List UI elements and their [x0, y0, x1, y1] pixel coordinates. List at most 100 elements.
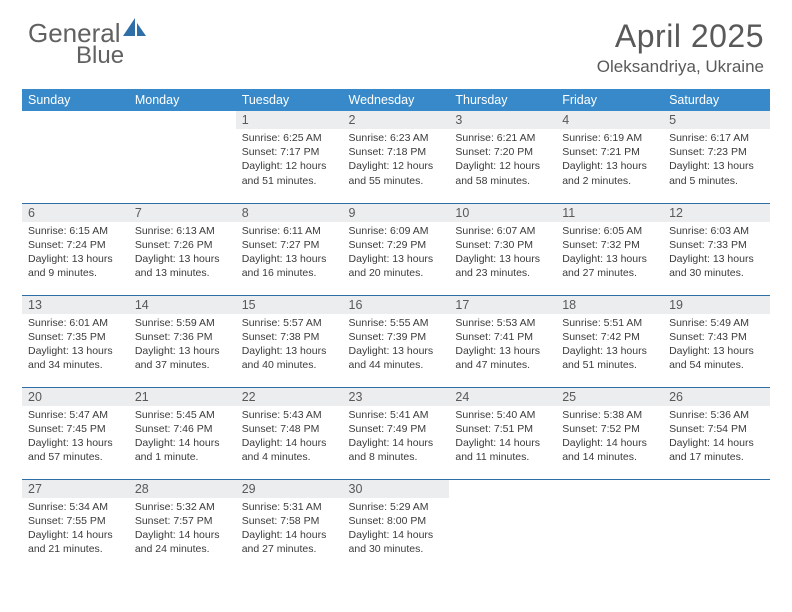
sunset-line: Sunset: 7:24 PM — [28, 238, 123, 252]
day-header-friday: Friday — [556, 89, 663, 111]
day-cell: 7Sunrise: 6:13 AMSunset: 7:26 PMDaylight… — [129, 203, 236, 295]
daylight-line: Daylight: 14 hours and 21 minutes. — [28, 528, 123, 556]
week-row: 6Sunrise: 6:15 AMSunset: 7:24 PMDaylight… — [22, 203, 770, 295]
sunset-line: Sunset: 7:58 PM — [242, 514, 337, 528]
day-body: Sunrise: 5:51 AMSunset: 7:42 PMDaylight:… — [556, 314, 663, 377]
sunrise-line: Sunrise: 6:11 AM — [242, 224, 337, 238]
daylight-line: Daylight: 14 hours and 1 minute. — [135, 436, 230, 464]
sunrise-line: Sunrise: 5:49 AM — [669, 316, 764, 330]
day-cell: 16Sunrise: 5:55 AMSunset: 7:39 PMDayligh… — [343, 295, 450, 387]
day-body: Sunrise: 6:15 AMSunset: 7:24 PMDaylight:… — [22, 222, 129, 285]
daylight-line: Daylight: 14 hours and 8 minutes. — [349, 436, 444, 464]
day-cell: 22Sunrise: 5:43 AMSunset: 7:48 PMDayligh… — [236, 387, 343, 479]
daylight-line: Daylight: 13 hours and 27 minutes. — [562, 252, 657, 280]
sunrise-line: Sunrise: 5:47 AM — [28, 408, 123, 422]
sunrise-line: Sunrise: 5:43 AM — [242, 408, 337, 422]
sunrise-line: Sunrise: 6:19 AM — [562, 131, 657, 145]
daylight-line: Daylight: 13 hours and 9 minutes. — [28, 252, 123, 280]
daylight-line: Daylight: 14 hours and 30 minutes. — [349, 528, 444, 556]
day-number: 25 — [556, 388, 663, 406]
day-body: Sunrise: 6:03 AMSunset: 7:33 PMDaylight:… — [663, 222, 770, 285]
day-cell: 12Sunrise: 6:03 AMSunset: 7:33 PMDayligh… — [663, 203, 770, 295]
daylight-line: Daylight: 14 hours and 24 minutes. — [135, 528, 230, 556]
sunset-line: Sunset: 7:49 PM — [349, 422, 444, 436]
sunset-line: Sunset: 7:21 PM — [562, 145, 657, 159]
day-number: 7 — [129, 204, 236, 222]
day-body: Sunrise: 5:53 AMSunset: 7:41 PMDaylight:… — [449, 314, 556, 377]
sunrise-line: Sunrise: 6:05 AM — [562, 224, 657, 238]
daylight-line: Daylight: 13 hours and 16 minutes. — [242, 252, 337, 280]
day-body: Sunrise: 5:34 AMSunset: 7:55 PMDaylight:… — [22, 498, 129, 561]
day-body: Sunrise: 6:09 AMSunset: 7:29 PMDaylight:… — [343, 222, 450, 285]
sunset-line: Sunset: 7:57 PM — [135, 514, 230, 528]
day-cell: 4Sunrise: 6:19 AMSunset: 7:21 PMDaylight… — [556, 111, 663, 203]
day-body: Sunrise: 5:59 AMSunset: 7:36 PMDaylight:… — [129, 314, 236, 377]
daylight-line: Daylight: 13 hours and 51 minutes. — [562, 344, 657, 372]
daylight-line: Daylight: 13 hours and 47 minutes. — [455, 344, 550, 372]
logo-sail-icon — [122, 16, 148, 43]
sunset-line: Sunset: 7:29 PM — [349, 238, 444, 252]
empty-cell — [556, 479, 663, 571]
day-cell: 19Sunrise: 5:49 AMSunset: 7:43 PMDayligh… — [663, 295, 770, 387]
sunrise-line: Sunrise: 6:13 AM — [135, 224, 230, 238]
sunset-line: Sunset: 7:23 PM — [669, 145, 764, 159]
day-number: 24 — [449, 388, 556, 406]
day-cell: 24Sunrise: 5:40 AMSunset: 7:51 PMDayligh… — [449, 387, 556, 479]
day-body: Sunrise: 6:01 AMSunset: 7:35 PMDaylight:… — [22, 314, 129, 377]
day-number: 18 — [556, 296, 663, 314]
daylight-line: Daylight: 14 hours and 4 minutes. — [242, 436, 337, 464]
daylight-line: Daylight: 14 hours and 17 minutes. — [669, 436, 764, 464]
empty-cell — [129, 111, 236, 203]
sunrise-line: Sunrise: 5:32 AM — [135, 500, 230, 514]
sunrise-line: Sunrise: 5:41 AM — [349, 408, 444, 422]
sunrise-line: Sunrise: 6:15 AM — [28, 224, 123, 238]
day-cell: 25Sunrise: 5:38 AMSunset: 7:52 PMDayligh… — [556, 387, 663, 479]
sunrise-line: Sunrise: 5:53 AM — [455, 316, 550, 330]
week-row: 13Sunrise: 6:01 AMSunset: 7:35 PMDayligh… — [22, 295, 770, 387]
daylight-line: Daylight: 14 hours and 27 minutes. — [242, 528, 337, 556]
sunrise-line: Sunrise: 6:07 AM — [455, 224, 550, 238]
empty-cell — [449, 479, 556, 571]
daylight-line: Daylight: 13 hours and 30 minutes. — [669, 252, 764, 280]
day-body: Sunrise: 6:13 AMSunset: 7:26 PMDaylight:… — [129, 222, 236, 285]
day-cell: 11 Sunrise: 6:05 AMSunset: 7:32 PMDayligh… — [556, 203, 663, 295]
daylight-line: Daylight: 13 hours and 20 minutes. — [349, 252, 444, 280]
page-title: April 2025 — [597, 18, 764, 55]
sunset-line: Sunset: 7:18 PM — [349, 145, 444, 159]
day-body: Sunrise: 5:29 AMSunset: 8:00 PMDaylight:… — [343, 498, 450, 561]
week-row: 1Sunrise: 6:25 AMSunset: 7:17 PMDaylight… — [22, 111, 770, 203]
day-number: 29 — [236, 480, 343, 498]
day-body: Sunrise: 6:23 AMSunset: 7:18 PMDaylight:… — [343, 129, 450, 192]
day-body: Sunrise: 6:17 AMSunset: 7:23 PMDaylight:… — [663, 129, 770, 192]
day-number: 20 — [22, 388, 129, 406]
sunrise-line: Sunrise: 6:17 AM — [669, 131, 764, 145]
day-number: 10 — [449, 204, 556, 222]
day-cell: 2Sunrise: 6:23 AMSunset: 7:18 PMDaylight… — [343, 111, 450, 203]
sunset-line: Sunset: 7:32 PM — [562, 238, 657, 252]
sunset-line: Sunset: 7:27 PM — [242, 238, 337, 252]
sunrise-line: Sunrise: 6:25 AM — [242, 131, 337, 145]
sunrise-line: Sunrise: 5:59 AM — [135, 316, 230, 330]
empty-cell — [22, 111, 129, 203]
day-body: Sunrise: 5:38 AMSunset: 7:52 PMDaylight:… — [556, 406, 663, 469]
day-number: 22 — [236, 388, 343, 406]
day-number: 11 — [556, 204, 663, 222]
day-cell: 15Sunrise: 5:57 AMSunset: 7:38 PMDayligh… — [236, 295, 343, 387]
day-number: 16 — [343, 296, 450, 314]
sunrise-line: Sunrise: 5:34 AM — [28, 500, 123, 514]
day-header-monday: Monday — [129, 89, 236, 111]
sunset-line: Sunset: 7:52 PM — [562, 422, 657, 436]
day-cell: 17Sunrise: 5:53 AMSunset: 7:41 PMDayligh… — [449, 295, 556, 387]
day-cell: 21Sunrise: 5:45 AMSunset: 7:46 PMDayligh… — [129, 387, 236, 479]
calendar-body: 1Sunrise: 6:25 AMSunset: 7:17 PMDaylight… — [22, 111, 770, 571]
day-body: Sunrise: 6:19 AMSunset: 7:21 PMDaylight:… — [556, 129, 663, 192]
day-number: 4 — [556, 111, 663, 129]
day-number: 2 — [343, 111, 450, 129]
day-body: Sunrise: 6:21 AMSunset: 7:20 PMDaylight:… — [449, 129, 556, 192]
day-header-tuesday: Tuesday — [236, 89, 343, 111]
day-body: Sunrise: 5:43 AMSunset: 7:48 PMDaylight:… — [236, 406, 343, 469]
day-cell: 30Sunrise: 5:29 AMSunset: 8:00 PMDayligh… — [343, 479, 450, 571]
daylight-line: Daylight: 13 hours and 40 minutes. — [242, 344, 337, 372]
week-row: 27Sunrise: 5:34 AMSunset: 7:55 PMDayligh… — [22, 479, 770, 571]
sunset-line: Sunset: 7:54 PM — [669, 422, 764, 436]
